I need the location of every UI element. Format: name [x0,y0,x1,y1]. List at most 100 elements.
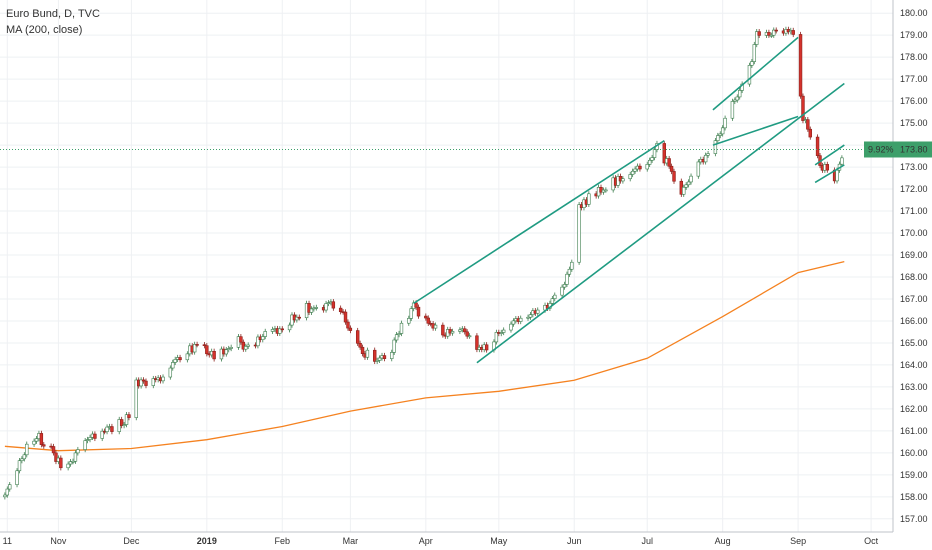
candle-body [32,440,36,445]
candle-body [528,314,533,318]
time-tick-label: Apr [419,536,433,546]
candle-body [287,324,292,331]
time-tick-label: May [490,536,508,546]
candle-body [119,419,124,426]
trendline [814,144,845,166]
candle-body [195,344,199,346]
time-axis[interactable]: 11 Nov Dec 2019 Feb Mar Apr May Jun Jul Aug Sep Oct [0,531,893,546]
candle-body [20,458,24,461]
candle-body [263,331,267,337]
candle-body [239,336,243,343]
candle-body [550,298,555,304]
time-tick-label: Mar [343,536,359,546]
candle-body [246,344,250,347]
candle-body [562,284,567,288]
candle-body [475,335,479,350]
candle-body [224,349,228,355]
candle-body [567,268,572,275]
candle-body [526,316,530,319]
candle-body [689,175,693,183]
time-tick-label: Oct [864,536,879,546]
candle-body [105,426,109,432]
candle-body [628,174,632,180]
candle-body [684,184,688,188]
candle-body [390,352,394,359]
candle-body [791,30,795,35]
candle-body [409,308,413,319]
candle-body [650,157,654,161]
candle-body [229,346,233,349]
price-axis[interactable]: 157.00 158.00 159.00 160.00 161.00 162.00 163.… [892,0,928,532]
candle-body [426,317,430,324]
candle-body [15,470,19,485]
price-tick-label: 169.00 [900,250,928,260]
candle-body [76,449,80,454]
time-tick-label: Nov [50,536,67,546]
time-tick-label: 2019 [197,536,217,546]
trendline-channels[interactable] [413,36,845,364]
candle-body [565,273,569,285]
candle-body [835,169,839,182]
candle-body [467,335,472,338]
candle-body [621,178,625,182]
candle-body [360,346,365,354]
candle-body [730,101,735,119]
price-tick-label: 158.00 [900,492,928,502]
candle-body [192,344,197,353]
candle-body [212,351,216,360]
candle-body [202,344,207,347]
candle-body [752,44,757,62]
candle-body [297,316,301,319]
candle-body [66,463,70,469]
time-tick-label: 11 [3,536,12,546]
candle-body [185,353,190,361]
candle-body [511,320,516,325]
candlestick-series [3,26,844,500]
candle-body [171,362,175,369]
time-tick-label: Sep [790,536,806,546]
candle-body [633,168,637,172]
candle-body [767,32,771,36]
ma-200-series [4,260,845,452]
candle-body [5,488,9,496]
candle-body [416,306,421,317]
price-badge-bg [864,141,932,158]
candle-body [750,61,754,66]
candle-body [83,440,87,450]
candle-body [484,344,489,351]
candle-body [373,349,377,362]
candle-body [34,438,39,442]
candle-body [280,328,284,331]
candle-body [667,158,671,167]
price-tick-label: 160.00 [900,448,928,458]
candle-body [747,65,752,85]
price-tick-label: 177.00 [900,74,928,84]
candle-body [178,357,182,361]
candle-body [331,301,336,309]
candle-body [88,437,92,440]
price-badge: 9.92% 173.80 [864,141,932,158]
price-tick-label: 159.00 [900,470,928,480]
candle-body [343,311,348,323]
candle-body [17,460,22,472]
candle-body [757,31,761,36]
trendline [413,140,665,305]
candle-body [399,322,404,334]
price-tick-label: 161.00 [900,426,928,436]
trendline [712,36,799,111]
price-badge-percent: 9.92% [868,144,894,154]
candle-body [314,307,319,309]
candle-body [73,452,78,462]
candle-body [100,430,104,439]
candle-body [463,328,467,333]
candle-body [755,31,759,45]
symbol-title[interactable]: Euro Bund, D, TVC [6,8,100,20]
candle-body [141,379,146,382]
indicator-title[interactable]: MA (200, close) [6,24,83,36]
candle-body [703,154,708,163]
candle-body [723,117,727,129]
price-tick-label: 180.00 [900,8,928,18]
candle-body [85,439,90,441]
candle-body [51,446,56,454]
